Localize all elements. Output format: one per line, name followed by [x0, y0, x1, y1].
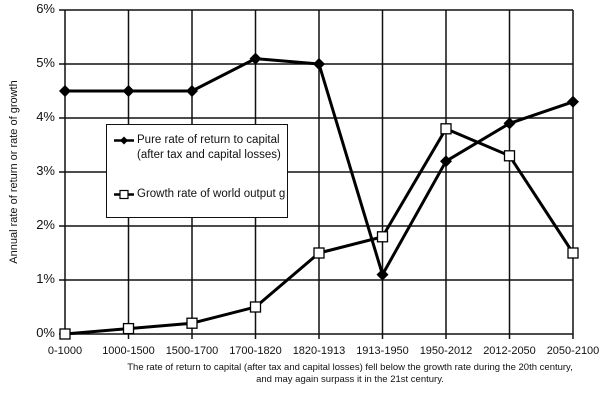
caption-line-2: and may again surpass it in the 21st cen… [256, 374, 444, 385]
data-point-square [249, 301, 262, 313]
data-point-square [313, 247, 325, 259]
data-point-diamond [376, 268, 389, 281]
data-point-square [567, 247, 579, 259]
data-point-diamond [122, 85, 135, 97]
data-point-diamond [567, 95, 579, 108]
open-square-icon [113, 187, 135, 202]
x-tick-label: 1700-1820 [229, 345, 282, 357]
legend-item-growth: Growth rate of world output g [113, 187, 285, 202]
legend-label-growth: Growth rate of world output g [137, 188, 286, 200]
data-point-square [376, 231, 389, 243]
y-tick-label: 5% [36, 55, 55, 70]
data-point-square [122, 322, 135, 335]
legend: Pure rate of return to capital (after ta… [106, 124, 288, 218]
y-tick-label: 6% [36, 1, 55, 16]
x-tick-label: 2050-2100 [546, 345, 600, 357]
x-tick-label: 1500-1700 [165, 345, 219, 357]
y-tick-label: 3% [36, 163, 55, 178]
y-tick-label: 4% [36, 109, 55, 124]
x-tick-label: 1950-2012 [419, 345, 473, 357]
data-point-square [186, 317, 198, 329]
y-axis-label: Annual rate of return or rate of growth [8, 80, 20, 264]
data-point-diamond [440, 155, 452, 168]
x-tick-label: 1820-1913 [292, 345, 346, 357]
data-point-square [440, 123, 452, 135]
data-point-diamond [186, 85, 198, 97]
y-tick-label: 0% [36, 325, 55, 340]
legend-item-return: Pure rate of return to capital (after ta… [113, 133, 281, 163]
data-point-square [59, 328, 71, 340]
data-point-diamond [249, 52, 262, 65]
y-tick-label: 1% [36, 271, 55, 286]
y-tick-label: 2% [36, 217, 55, 232]
legend-label-return: Pure rate of return to capital (after ta… [137, 134, 281, 161]
data-point-square [503, 150, 516, 162]
data-point-diamond [503, 117, 516, 130]
data-point-diamond [59, 85, 71, 97]
x-tick-label: 1913-1950 [356, 345, 409, 357]
x-tick-label: 1000-1500 [102, 345, 155, 357]
data-point-diamond [313, 58, 325, 70]
x-tick-label: 0-1000 [47, 345, 83, 357]
x-tick-label: 2012-2050 [483, 345, 536, 357]
caption-line-1: The rate of return to capital (after tax… [127, 362, 573, 373]
filled-diamond-icon [113, 133, 135, 148]
